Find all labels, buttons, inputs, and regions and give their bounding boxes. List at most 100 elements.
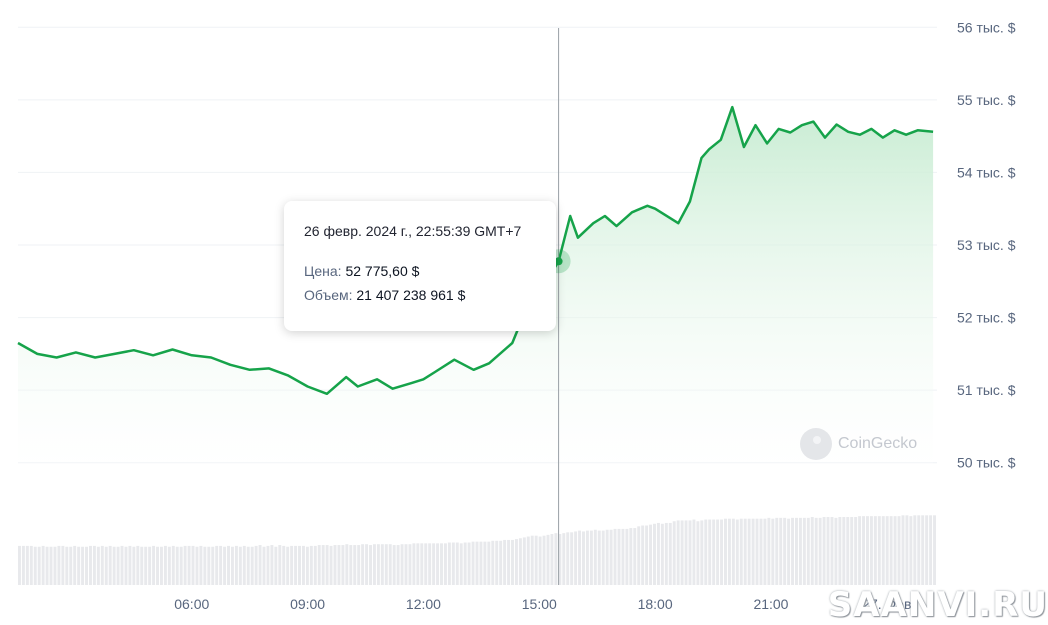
volume-bar xyxy=(483,541,487,585)
volume-bar xyxy=(313,545,317,585)
volume-bar xyxy=(589,530,593,585)
volume-bar xyxy=(238,546,242,585)
volume-bar xyxy=(73,545,77,585)
volume-bar xyxy=(933,515,936,585)
volume-bar xyxy=(309,545,313,585)
volume-bar xyxy=(806,517,810,585)
volume-bar xyxy=(325,545,329,585)
volume-bar xyxy=(704,519,708,585)
volume-bar xyxy=(171,545,175,585)
volume-bar xyxy=(798,517,802,585)
volume-bar xyxy=(664,522,668,585)
y-tick-label: 51 тыс. $ xyxy=(957,382,1016,398)
volume-bar xyxy=(199,545,203,585)
volume-bar xyxy=(779,517,783,585)
volume-bar xyxy=(92,545,96,585)
volume-bar xyxy=(278,545,282,585)
volume-bar xyxy=(641,525,645,585)
volume-bar xyxy=(570,532,574,585)
volume-bar xyxy=(412,543,416,585)
volume-bar xyxy=(432,543,436,585)
volume-bar xyxy=(917,515,921,585)
volume-bar xyxy=(578,530,582,585)
volume-bar xyxy=(45,546,49,585)
volume-bar xyxy=(223,546,227,585)
volume-bar xyxy=(65,546,69,585)
tooltip-volume-value: 21 407 238 961 $ xyxy=(356,287,466,303)
volume-bar xyxy=(61,545,65,585)
volume-bar xyxy=(81,546,85,585)
y-tick-label: 52 тыс. $ xyxy=(957,310,1016,326)
volume-bar xyxy=(708,519,712,585)
volume-bar xyxy=(795,517,798,585)
volume-bar xyxy=(830,517,834,585)
volume-bar xyxy=(21,545,25,585)
volume-bar xyxy=(416,543,420,585)
volume-bar xyxy=(187,545,191,585)
volume-bar xyxy=(246,546,250,585)
volume-bar xyxy=(759,518,763,585)
volume-bar xyxy=(266,545,270,585)
volume-bar xyxy=(747,518,751,585)
volume-bar xyxy=(921,515,925,585)
volume-bar xyxy=(700,520,704,585)
tooltip-price-label: Цена: xyxy=(304,263,342,279)
site-watermark: SAANVI.RU xyxy=(827,585,1048,625)
volume-bar xyxy=(112,546,116,585)
volume-bar xyxy=(499,540,503,585)
volume-bar xyxy=(838,517,842,585)
volume-bar xyxy=(653,523,656,585)
volume-bar xyxy=(25,545,29,585)
volume-bar xyxy=(688,520,692,585)
volume-bar xyxy=(69,546,73,585)
volume-bar xyxy=(656,522,660,585)
volume-bar xyxy=(372,544,376,585)
volume-bar xyxy=(365,544,369,585)
price-series-line xyxy=(17,105,934,396)
volume-bar xyxy=(258,545,262,585)
volume-bar xyxy=(617,528,621,585)
volume-bar xyxy=(163,545,167,585)
volume-bar xyxy=(771,518,775,585)
volume-bar xyxy=(609,529,613,585)
price-area xyxy=(18,107,934,470)
volume-bar xyxy=(727,518,731,585)
volume-bar xyxy=(925,515,929,585)
volume-bar xyxy=(380,544,384,585)
y-tick-label: 54 тыс. $ xyxy=(957,164,1016,180)
volume-bar xyxy=(85,546,88,585)
volume-bar xyxy=(262,546,266,585)
volume-bar xyxy=(731,518,735,585)
volume-bar xyxy=(215,545,219,585)
x-tick-label: 06:00 xyxy=(174,596,209,612)
volume-bar xyxy=(929,515,933,585)
volume-bar xyxy=(203,546,207,585)
volume-bar xyxy=(108,545,112,585)
volume-bar xyxy=(156,546,159,585)
volume-bar xyxy=(408,544,412,585)
volume-bar xyxy=(558,534,562,585)
volume-bar xyxy=(514,539,518,585)
volume-bar xyxy=(495,540,499,585)
volume-bar xyxy=(566,532,570,585)
volume-bar xyxy=(475,541,479,585)
volume-bar xyxy=(369,545,372,585)
volume-bar xyxy=(183,545,187,585)
x-tick-label: 09:00 xyxy=(290,596,325,612)
volume-bar xyxy=(254,545,258,585)
volume-bar xyxy=(601,530,605,585)
volume-bar xyxy=(329,545,333,585)
volume-bar xyxy=(274,546,278,585)
tooltip-volume-label: Объем: xyxy=(304,287,353,303)
volume-bar xyxy=(897,516,901,585)
tooltip-date: 26 февр. 2024 г., 22:55:39 GMT+7 xyxy=(304,223,522,239)
volume-bar xyxy=(783,517,787,585)
volume-bar xyxy=(605,529,609,585)
volume-bar xyxy=(436,543,440,585)
volume-bar xyxy=(562,533,566,585)
volume-bar xyxy=(680,520,684,585)
volume-bar xyxy=(842,517,846,585)
volume-bar xyxy=(862,516,866,585)
volume-bar xyxy=(349,545,353,585)
